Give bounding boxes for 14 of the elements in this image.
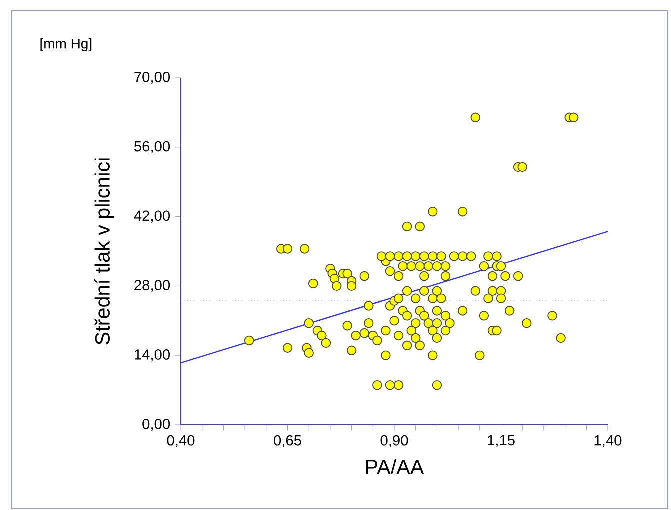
y-axis-title: Střední tlak v plicnici [94,158,114,345]
y-tick-label: 14,00 [135,350,170,362]
y-tick-label: 28,00 [134,280,170,292]
text: [mm Hg] [40,38,92,52]
y-tick-label: 42,00 [134,210,170,223]
x-tick-label: 1,40 [594,435,622,448]
x-tick-label: 0,90 [380,435,408,448]
y-tick-label: 56,00 [134,141,170,154]
x-tick-label: 1,15 [488,435,515,448]
y-tick-label: 0,00 [142,418,170,432]
x-tick-label: 0,40 [167,435,195,448]
x-tick-label: 0,65 [274,435,302,448]
y-tick-label: 70,00 [134,72,170,84]
x-axis-title: PA/AA [366,459,424,475]
